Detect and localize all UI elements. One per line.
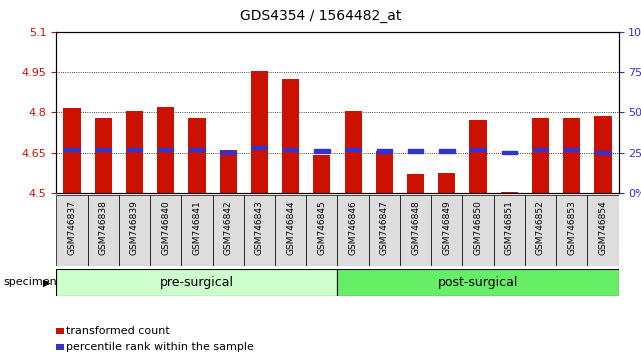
- Bar: [376, 151, 393, 193]
- Text: GSM746838: GSM746838: [99, 200, 108, 255]
- Bar: [438, 173, 455, 193]
- Bar: [306, 195, 337, 266]
- Bar: [337, 269, 619, 296]
- Bar: [283, 148, 298, 151]
- Text: GSM746852: GSM746852: [536, 200, 545, 255]
- Bar: [525, 195, 556, 266]
- Bar: [88, 195, 119, 266]
- Text: transformed count: transformed count: [65, 326, 169, 336]
- Text: GSM746853: GSM746853: [567, 200, 576, 255]
- Text: percentile rank within the sample: percentile rank within the sample: [65, 342, 253, 352]
- Bar: [221, 151, 236, 154]
- Bar: [431, 195, 462, 266]
- Text: GSM746854: GSM746854: [599, 200, 608, 255]
- Text: GSM746848: GSM746848: [411, 200, 420, 255]
- Bar: [313, 155, 331, 193]
- Bar: [469, 120, 487, 193]
- Bar: [501, 192, 518, 193]
- Bar: [252, 146, 267, 149]
- Bar: [96, 148, 111, 151]
- Bar: [337, 195, 369, 266]
- Text: pre-surgical: pre-surgical: [160, 276, 234, 289]
- Text: post-surgical: post-surgical: [438, 276, 518, 289]
- Bar: [56, 195, 88, 266]
- Bar: [494, 195, 525, 266]
- Bar: [64, 148, 79, 151]
- Bar: [213, 195, 244, 266]
- Text: GSM746850: GSM746850: [474, 200, 483, 255]
- Bar: [533, 148, 548, 151]
- Text: ▶: ▶: [42, 277, 50, 287]
- Bar: [150, 195, 181, 266]
- Bar: [345, 148, 361, 151]
- Text: GSM746843: GSM746843: [255, 200, 264, 255]
- Bar: [95, 118, 112, 193]
- Text: GDS4354 / 1564482_at: GDS4354 / 1564482_at: [240, 9, 401, 23]
- Bar: [556, 195, 587, 266]
- Bar: [400, 195, 431, 266]
- Text: GSM746840: GSM746840: [162, 200, 171, 255]
- Bar: [181, 195, 213, 266]
- Bar: [220, 150, 237, 193]
- Bar: [594, 116, 612, 193]
- Text: GSM746842: GSM746842: [224, 200, 233, 255]
- Bar: [408, 149, 423, 153]
- Bar: [407, 174, 424, 193]
- Bar: [369, 195, 400, 266]
- Bar: [275, 195, 306, 266]
- Text: GSM746847: GSM746847: [380, 200, 389, 255]
- Bar: [314, 149, 329, 153]
- Text: GSM746845: GSM746845: [317, 200, 326, 255]
- Bar: [564, 148, 579, 151]
- Bar: [251, 71, 268, 193]
- Bar: [189, 148, 204, 151]
- Text: GSM746837: GSM746837: [67, 200, 76, 255]
- Text: GSM746841: GSM746841: [192, 200, 201, 255]
- Bar: [56, 269, 337, 296]
- Text: specimen: specimen: [3, 277, 57, 287]
- Bar: [126, 111, 143, 193]
- Bar: [282, 79, 299, 193]
- Bar: [344, 111, 362, 193]
- Bar: [595, 151, 611, 154]
- Bar: [532, 118, 549, 193]
- Text: GSM746844: GSM746844: [286, 200, 295, 255]
- Bar: [587, 195, 619, 266]
- Text: GSM746851: GSM746851: [504, 200, 513, 255]
- Bar: [501, 151, 517, 154]
- Bar: [244, 195, 275, 266]
- Bar: [119, 195, 150, 266]
- Bar: [127, 148, 142, 151]
- Text: GSM746839: GSM746839: [130, 200, 139, 255]
- Text: GSM746849: GSM746849: [442, 200, 451, 255]
- Text: GSM746846: GSM746846: [349, 200, 358, 255]
- Bar: [63, 108, 81, 193]
- Bar: [158, 148, 174, 151]
- Bar: [470, 148, 486, 151]
- Bar: [377, 149, 392, 153]
- Bar: [462, 195, 494, 266]
- Bar: [157, 107, 174, 193]
- Bar: [188, 118, 206, 193]
- Bar: [439, 149, 454, 153]
- Bar: [563, 118, 580, 193]
